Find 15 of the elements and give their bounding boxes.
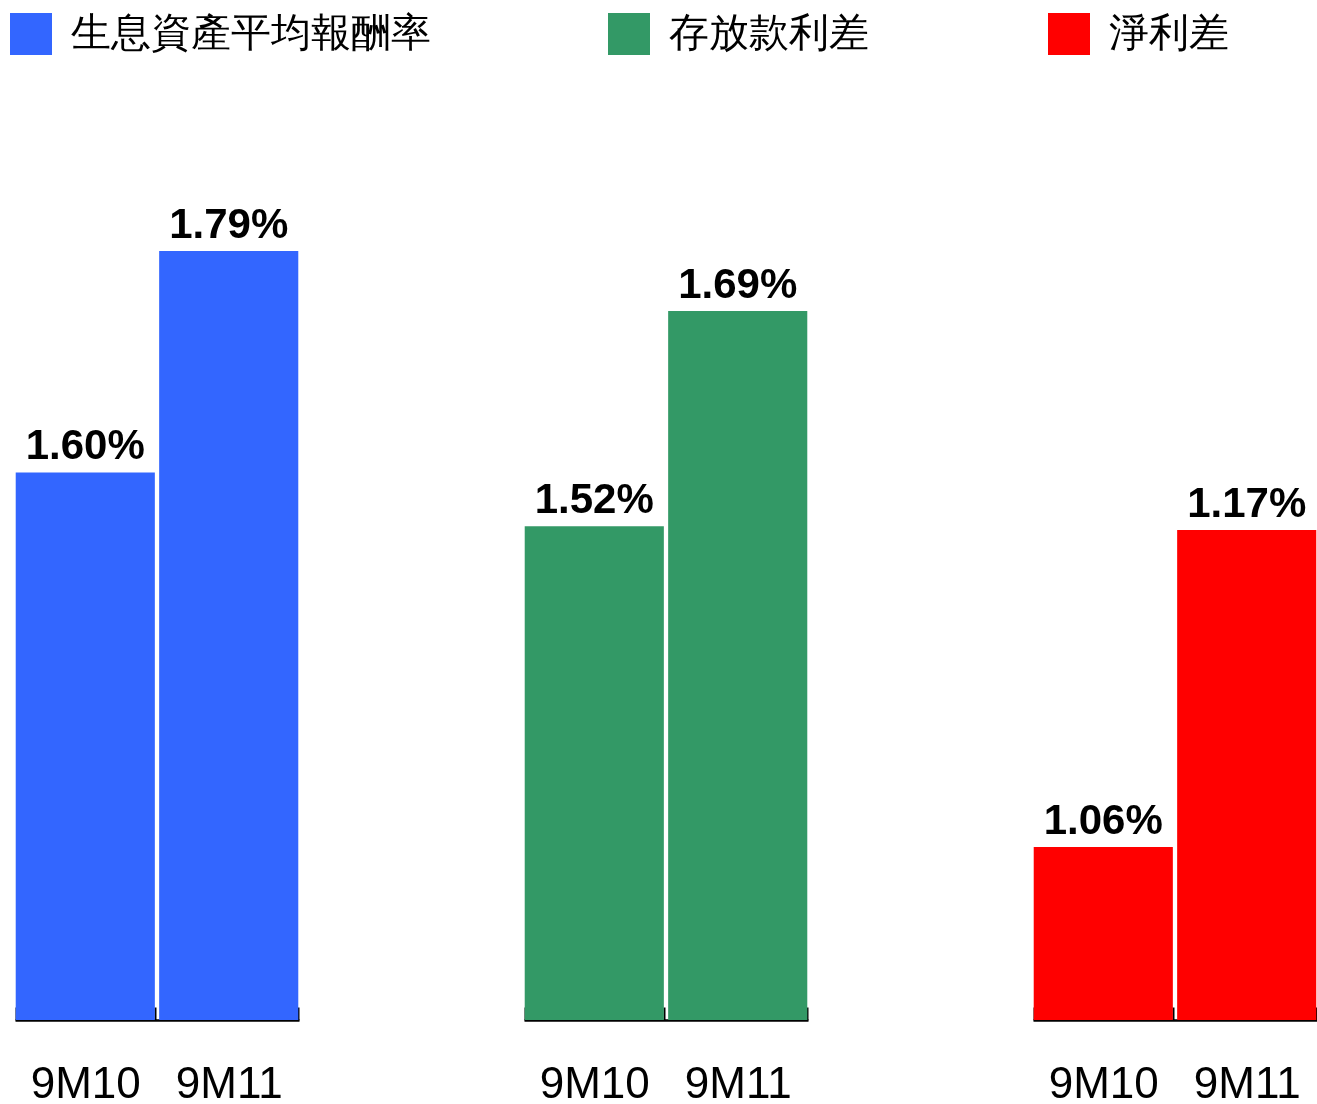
data-label: 1.79% xyxy=(169,200,289,247)
data-label: 1.60% xyxy=(25,421,145,469)
legend-label: 存放款利差 xyxy=(669,9,869,55)
data-label: 1.17% xyxy=(1187,479,1307,526)
data-label: 1.69% xyxy=(678,260,798,307)
x-tick-label: 9M10 xyxy=(1048,1057,1159,1104)
data-label: 1.52% xyxy=(534,475,654,523)
legend-label: 生息資產平均報酬率 xyxy=(71,9,431,55)
x-tick-label: 9M11 xyxy=(1193,1057,1301,1104)
data-label: 1.06% xyxy=(1043,796,1163,844)
x-tick-label: 9M10 xyxy=(30,1057,141,1104)
x-tick-label: 9M11 xyxy=(175,1057,283,1104)
x-tick-label: 9M10 xyxy=(539,1057,650,1104)
legend-label: 淨利差 xyxy=(1109,9,1229,55)
x-tick-label: 9M11 xyxy=(684,1057,792,1104)
